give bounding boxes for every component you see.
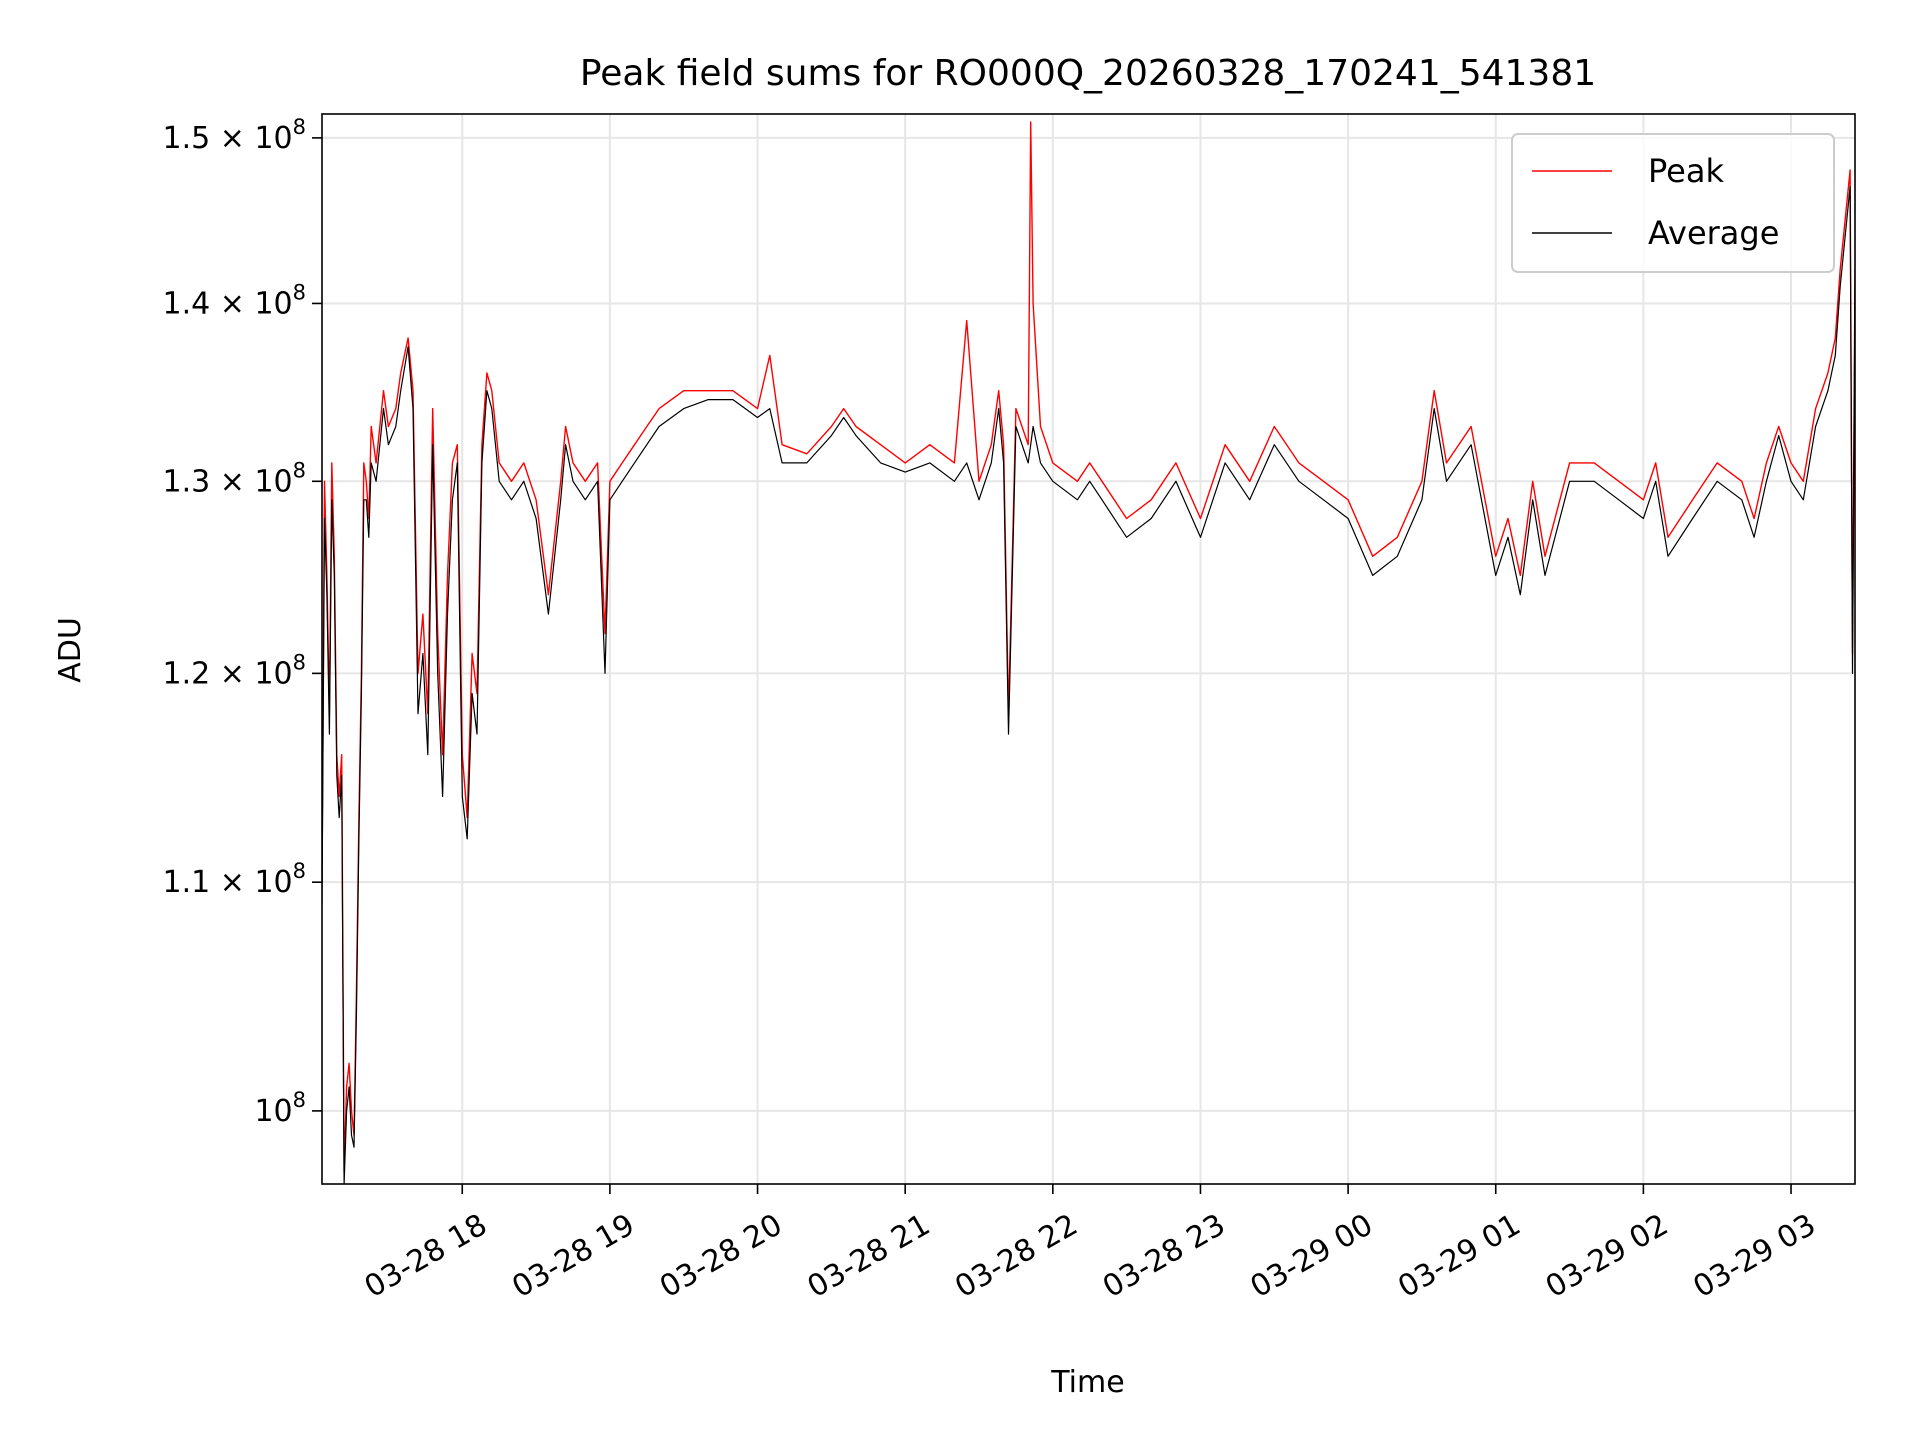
y-tick-label: 108 — [254, 1088, 306, 1129]
y-tick-label: 1.2 × 108 — [163, 650, 306, 691]
series-line-average — [322, 185, 1855, 1184]
y-tick-label: 1.4 × 108 — [163, 280, 306, 321]
chart-title: Peak field sums for RO000Q_20260328_1702… — [580, 53, 1596, 94]
y-tick-label: 1.3 × 108 — [163, 458, 306, 499]
y-axis: 108 1.1 × 108 1.2 × 108 1.3 × 108 1.4 × 108 1… — [163, 115, 322, 1129]
y-axis-label: ADU — [53, 617, 88, 683]
series-layer — [322, 121, 1855, 1184]
y-tick-label: 1.5 × 108 — [163, 115, 306, 156]
legend: Peak Average — [1511, 133, 1835, 273]
legend-label-average: Average — [1648, 214, 1779, 252]
x-axis-label: Time — [1050, 1365, 1124, 1400]
grid — [322, 114, 1855, 1184]
y-tick-label: 1.1 × 108 — [163, 859, 306, 900]
legend-box — [1511, 133, 1835, 273]
legend-label-peak: Peak — [1648, 152, 1724, 190]
plot-frame — [321, 113, 1856, 1185]
series-line-peak — [322, 121, 1855, 1173]
